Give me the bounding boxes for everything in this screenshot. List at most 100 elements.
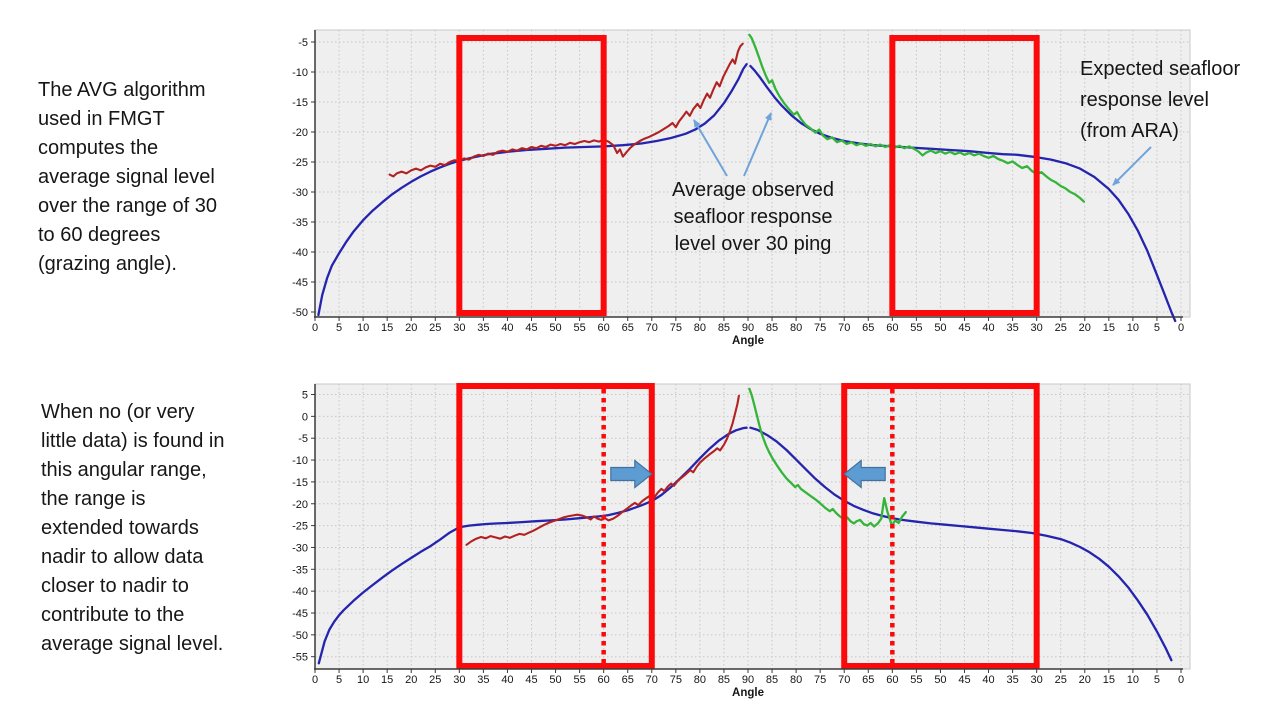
svg-text:35: 35 <box>1006 674 1018 686</box>
svg-text:85: 85 <box>766 674 778 686</box>
svg-text:10: 10 <box>357 322 369 334</box>
svg-text:25: 25 <box>1055 322 1067 334</box>
svg-text:45: 45 <box>958 322 970 334</box>
svg-text:-25: -25 <box>292 521 308 533</box>
svg-text:-40: -40 <box>292 586 308 598</box>
svg-text:20: 20 <box>405 674 417 686</box>
svg-text:90: 90 <box>742 322 754 334</box>
svg-text:15: 15 <box>1103 674 1115 686</box>
svg-text:45: 45 <box>958 674 970 686</box>
svg-text:-45: -45 <box>292 608 308 620</box>
svg-text:65: 65 <box>862 674 874 686</box>
axis-labels: 0 5 10 15 20 25 30 35 40 45 50 55 60 65 70 75 80 85 90 85 80… <box>292 37 1184 347</box>
svg-text:45: 45 <box>525 674 537 686</box>
svg-text:10: 10 <box>1127 674 1139 686</box>
svg-text:-5: -5 <box>298 433 308 445</box>
svg-text:-25: -25 <box>292 157 308 169</box>
extension-arrow-left <box>843 459 886 489</box>
annotation-arrow-to-port-curve <box>693 119 728 177</box>
gridlines <box>315 30 1190 317</box>
highlight-rect <box>841 383 1040 669</box>
svg-text:0: 0 <box>1178 322 1184 334</box>
axis-ticks <box>311 394 1182 673</box>
left-text-bottom: When no (or very little data) is found i… <box>41 401 225 655</box>
svg-text:25: 25 <box>429 322 441 334</box>
x-axis-title: Angle <box>732 335 764 347</box>
svg-text:45: 45 <box>525 322 537 334</box>
svg-text:0: 0 <box>1178 674 1184 686</box>
svg-text:-15: -15 <box>292 97 308 109</box>
svg-text:50: 50 <box>934 322 946 334</box>
svg-text:0: 0 <box>312 322 318 334</box>
svg-text:10: 10 <box>1127 322 1139 334</box>
svg-text:50: 50 <box>549 322 561 334</box>
svg-text:50: 50 <box>934 674 946 686</box>
svg-text:85: 85 <box>718 322 730 334</box>
svg-text:70: 70 <box>646 674 658 686</box>
svg-text:60: 60 <box>598 322 610 334</box>
svg-text:-30: -30 <box>292 542 308 554</box>
svg-text:-50: -50 <box>292 307 308 319</box>
svg-text:50: 50 <box>549 674 561 686</box>
svg-text:-15: -15 <box>292 477 308 489</box>
svg-text:90: 90 <box>742 674 754 686</box>
average-observed-starboard-line <box>748 387 907 528</box>
svg-text:25: 25 <box>429 674 441 686</box>
svg-text:15: 15 <box>381 674 393 686</box>
svg-text:35: 35 <box>1006 322 1018 334</box>
svg-text:30: 30 <box>453 322 465 334</box>
svg-text:-5: -5 <box>298 37 308 49</box>
svg-text:70: 70 <box>646 322 658 334</box>
svg-text:55: 55 <box>573 322 585 334</box>
svg-text:20: 20 <box>405 322 417 334</box>
axis-ticks <box>311 41 1182 321</box>
svg-text:-55: -55 <box>292 652 308 664</box>
svg-text:60: 60 <box>598 674 610 686</box>
svg-text:70: 70 <box>838 322 850 334</box>
svg-text:80: 80 <box>790 674 802 686</box>
svg-text:0: 0 <box>302 411 308 423</box>
svg-text:80: 80 <box>694 322 706 334</box>
svg-text:60: 60 <box>886 674 898 686</box>
svg-text:55: 55 <box>910 674 922 686</box>
svg-text:65: 65 <box>622 322 634 334</box>
extension-arrow-right <box>610 459 653 489</box>
svg-text:55: 55 <box>910 322 922 334</box>
svg-text:40: 40 <box>501 674 513 686</box>
annotation-expected-response: Expected seafloor response level (from A… <box>1080 58 1241 142</box>
x-axis-title: Angle <box>732 687 764 699</box>
svg-text:85: 85 <box>718 674 730 686</box>
highlight-group <box>456 35 1040 316</box>
svg-text:80: 80 <box>694 674 706 686</box>
svg-text:-45: -45 <box>292 277 308 289</box>
svg-text:75: 75 <box>814 674 826 686</box>
svg-text:40: 40 <box>982 674 994 686</box>
svg-text:75: 75 <box>670 322 682 334</box>
series-group <box>317 387 1173 665</box>
annotation-arrows <box>693 112 1152 186</box>
svg-text:65: 65 <box>622 674 634 686</box>
average-observed-starboard-line <box>748 33 1085 203</box>
svg-text:0: 0 <box>312 674 318 686</box>
svg-text:-20: -20 <box>292 499 308 511</box>
svg-text:30: 30 <box>453 674 465 686</box>
svg-text:5: 5 <box>1154 322 1160 334</box>
svg-text:20: 20 <box>1079 322 1091 334</box>
svg-text:55: 55 <box>573 674 585 686</box>
svg-text:35: 35 <box>477 322 489 334</box>
svg-text:25: 25 <box>1055 674 1067 686</box>
svg-text:35: 35 <box>477 674 489 686</box>
svg-text:20: 20 <box>1079 674 1091 686</box>
plot-area <box>314 29 1191 318</box>
top-chart: 0 5 10 15 20 25 30 35 40 45 50 55 60 65 70 75 80 85 90 85 80… <box>292 29 1191 347</box>
svg-text:60: 60 <box>886 322 898 334</box>
svg-text:40: 40 <box>501 322 513 334</box>
svg-text:-35: -35 <box>292 564 308 576</box>
svg-text:85: 85 <box>766 322 778 334</box>
svg-text:-10: -10 <box>292 455 308 467</box>
highlight-rect <box>456 35 607 316</box>
svg-text:5: 5 <box>336 674 342 686</box>
highlight-group <box>456 383 1040 669</box>
